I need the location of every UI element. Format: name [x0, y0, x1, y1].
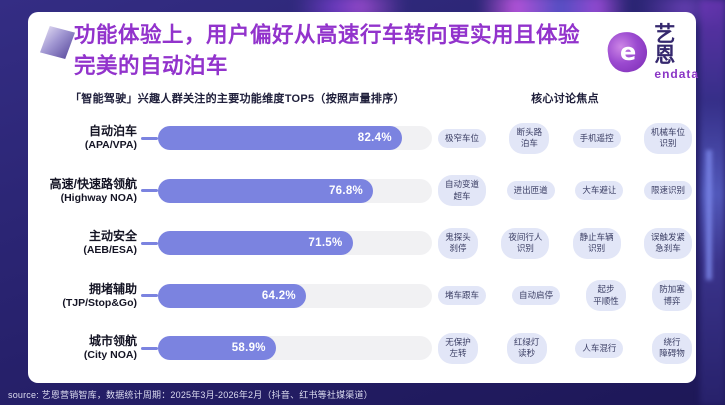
title-diamond-icon: [40, 26, 75, 59]
focus-grid: 极窄车位 断头路 泊车 手机遥控 机械车位 识别自动变道 超车 进出匝道 大车避让 限速识别…: [438, 112, 692, 375]
focus-chip: 绕行 障碍物: [651, 332, 692, 364]
bar-fill: 82.4%: [158, 126, 402, 151]
content-card: 功能体验上，用户偏好从高速行车转向更实用且体验 完美的自动泊车 e 艺恩 end…: [28, 12, 698, 383]
category-label-zh: 城市领航: [88, 334, 137, 349]
category-label-zh: 拥堵辅助: [88, 281, 137, 296]
endata-blob-letter: e: [619, 38, 636, 67]
focus-row: 自动变道 超车 进出匝道 大车避让 限速识别: [438, 165, 692, 218]
category-label: 主动安全 (AEB/ESA): [40, 229, 137, 257]
category-label: 高速/快速路领航 (Highway NOA): [40, 177, 137, 205]
chart-row: 高速/快速路领航 (Highway NOA) 76.8%: [40, 165, 432, 218]
chart-section-title: 「智能驾驶」兴趣人群关注的主要功能维度TOP5（按照声量排序）: [70, 93, 405, 105]
focus-chip: 鬼探头 刹停: [438, 227, 478, 259]
brand-text: 艺恩 endata: [654, 24, 699, 80]
focus-chip: 断头路 泊车: [509, 122, 550, 154]
focus-chip: 自动变道 超车: [438, 175, 487, 207]
focus-chip: 堵车跟车: [438, 286, 487, 306]
bar-chart: 自动泊车 (APA/VPA) 82.4% 高速/快速路领航 (Highway NOA) 7…: [40, 112, 432, 375]
connector-line: [141, 136, 158, 140]
focus-chip: 静止车辆 识别: [572, 227, 621, 259]
bar-track: 71.5%: [158, 231, 432, 256]
focus-chip: 夜间行人 识别: [501, 227, 550, 259]
focus-chip: 自动启停: [512, 286, 561, 306]
chart-row: 城市领航 (City NOA) 58.9%: [40, 322, 432, 375]
bar-fill: 76.8%: [158, 178, 374, 203]
focus-chip: 人车混行: [575, 338, 624, 358]
page-title: 功能体验上，用户偏好从高速行车转向更实用且体验 完美的自动泊车: [74, 20, 622, 82]
bar-track: 64.2%: [158, 283, 432, 308]
category-label-zh: 自动泊车: [88, 124, 137, 139]
focus-chip: 起步 平顺性: [586, 280, 626, 312]
brand-logo: e 艺恩 endata: [605, 24, 700, 80]
focus-row: 鬼探头 刹停 夜间行人 识别 静止车辆 识别 误触发紧 急刹车: [438, 217, 692, 270]
brand-name: 艺恩: [654, 23, 678, 67]
focus-chip: 防加塞 博弈: [651, 280, 692, 312]
category-label-zh: 高速/快速路领航: [49, 176, 137, 191]
category-label: 自动泊车 (APA/VPA): [40, 124, 137, 152]
focus-chip: 限速识别: [643, 181, 692, 201]
endata-blob-icon: e: [605, 29, 650, 75]
focus-section-title: 核心讨论焦点: [531, 93, 599, 105]
focus-chip: 无保护 左转: [438, 332, 478, 364]
focus-chip: 误触发紧 急刹车: [643, 227, 692, 259]
background-streak: [700, 0, 725, 405]
source-note: source: 艺恩营销智库，数据统计周期：2025年3月-2026年2月（抖音…: [8, 390, 373, 400]
connector-line: [141, 241, 158, 245]
focus-chip: 大车避让: [575, 181, 624, 201]
category-label: 城市领航 (City NOA): [40, 334, 137, 362]
focus-chip: 进出匝道: [506, 181, 555, 201]
bar-track: 58.9%: [158, 336, 432, 361]
focus-row: 堵车跟车 自动启停 起步 平顺性 防加塞 博弈: [438, 270, 692, 323]
bar-fill: 64.2%: [158, 283, 306, 308]
category-label: 拥堵辅助 (TJP/Stop&Go): [40, 282, 137, 310]
bar-track: 76.8%: [158, 178, 432, 203]
focus-row: 无保护 左转 红绿灯 读秒 人车混行 绕行 障碍物: [438, 322, 692, 375]
focus-chip: 手机遥控: [572, 128, 621, 148]
page-title-line2: 完美的自动泊车: [74, 54, 229, 79]
chart-row: 拥堵辅助 (TJP/Stop&Go) 64.2%: [40, 270, 432, 323]
bar-track: 82.4%: [158, 126, 432, 151]
page-title-line1: 功能体验上，用户偏好从高速行车转向更实用且体验: [74, 23, 581, 47]
connector-line: [141, 189, 158, 193]
category-label-en: (City NOA): [83, 349, 137, 362]
connector-line: [141, 294, 158, 298]
focus-chip: 红绿灯 读秒: [506, 332, 547, 364]
connector-line: [141, 346, 158, 350]
category-label-en: (AEB/ESA): [83, 244, 137, 257]
category-label-en: (Highway NOA): [60, 191, 137, 204]
focus-chip: 机械车位 识别: [643, 122, 692, 154]
bar-fill: 71.5%: [158, 231, 353, 256]
bar-fill: 58.9%: [158, 336, 276, 361]
focus-row: 极窄车位 断头路 泊车 手机遥控 机械车位 识别: [438, 112, 692, 165]
chart-row: 主动安全 (AEB/ESA) 71.5%: [40, 217, 432, 270]
brand-subname: endata: [654, 67, 700, 81]
category-label-zh: 主动安全: [88, 229, 137, 244]
category-label-en: (TJP/Stop&Go): [62, 296, 137, 309]
category-label-en: (APA/VPA): [84, 139, 137, 152]
focus-chip: 极窄车位: [438, 128, 487, 148]
background-streak: [706, 150, 712, 280]
chart-row: 自动泊车 (APA/VPA) 82.4%: [40, 112, 432, 165]
